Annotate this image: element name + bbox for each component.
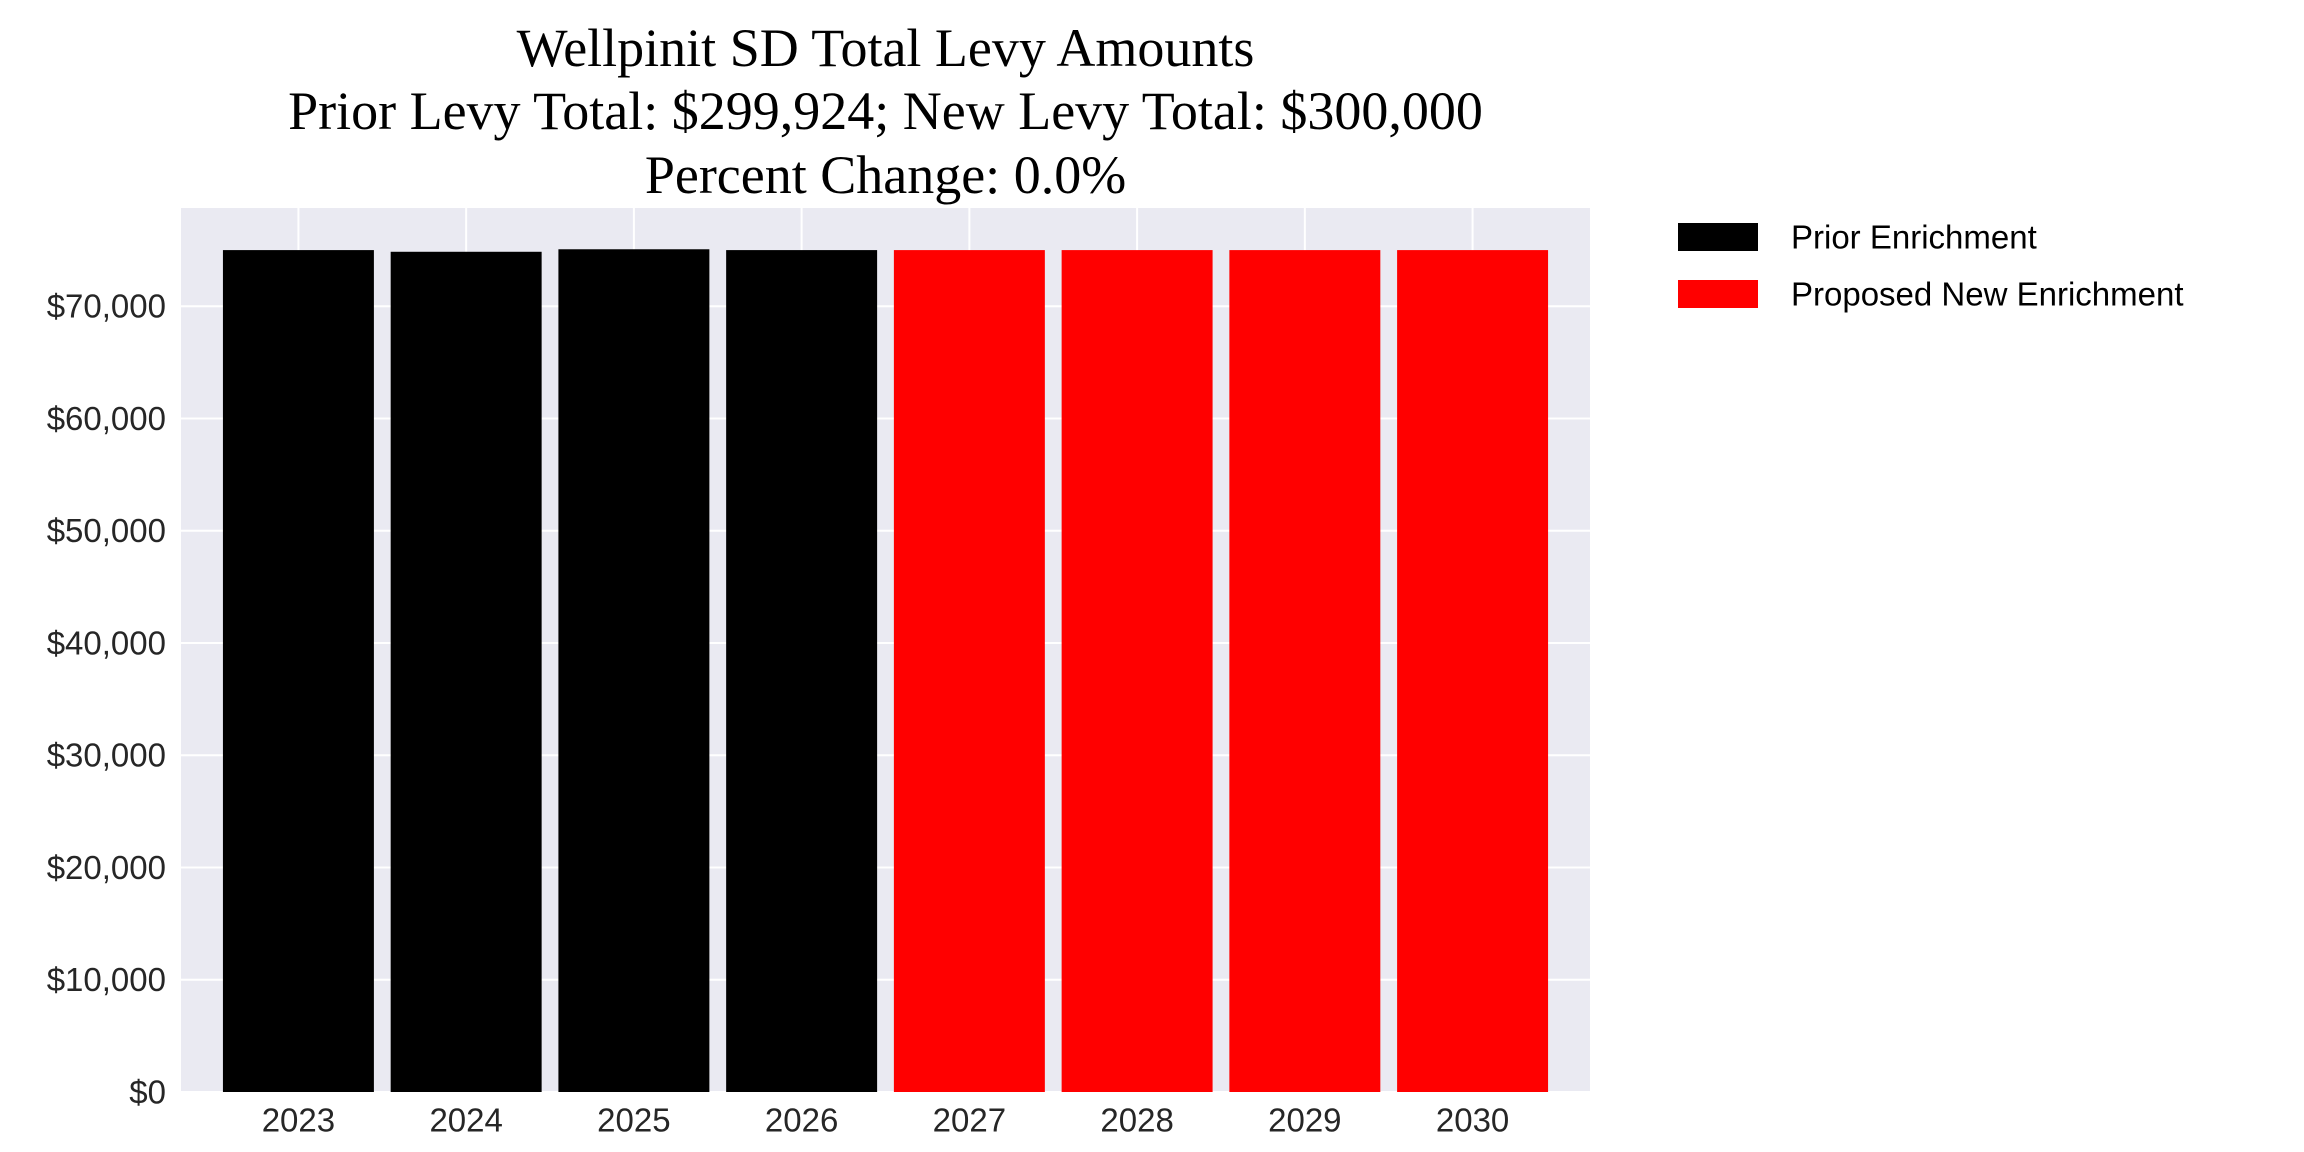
bar-2024 (390, 251, 542, 1092)
bar-2027 (893, 250, 1045, 1093)
legend-label-1: Prior Enrichment (1791, 219, 2037, 256)
bar-2030 (1397, 250, 1549, 1093)
bar-2026 (726, 250, 878, 1093)
legend: Prior Enrichment Proposed New Enrichment (1678, 219, 2184, 313)
y-tick-label: $20,000 (47, 849, 166, 886)
y-tick-label: $50,000 (47, 512, 166, 549)
x-tick-label: 2027 (933, 1102, 1006, 1139)
x-tick-label: 2025 (597, 1102, 670, 1139)
y-tick-label: $10,000 (47, 961, 166, 998)
x-tick-label: 2024 (429, 1102, 502, 1139)
bars (222, 249, 1549, 1093)
x-tick-label: 2023 (262, 1102, 335, 1139)
title-line-3: Percent Change: 0.0% (645, 145, 1126, 205)
bar-2025 (558, 249, 710, 1093)
x-tick-label: 2026 (765, 1102, 838, 1139)
x-tick-label: 2030 (1436, 1102, 1509, 1139)
bar-2029 (1229, 250, 1381, 1093)
title-line-1: Wellpinit SD Total Levy Amounts (517, 18, 1255, 78)
y-tick-label: $60,000 (47, 400, 166, 437)
bar-2023 (222, 250, 374, 1093)
x-tick-label: 2029 (1268, 1102, 1341, 1139)
bar-2028 (1061, 250, 1213, 1093)
legend-swatch-1 (1678, 223, 1758, 251)
y-tick-label: $40,000 (47, 624, 166, 661)
legend-label-2: Proposed New Enrichment (1791, 276, 2184, 313)
y-tick-label: $70,000 (47, 288, 166, 325)
x-axis-ticks: 2023 2024 2025 2026 2027 2028 2029 2030 (262, 1102, 1510, 1139)
x-tick-label: 2028 (1100, 1102, 1173, 1139)
y-tick-label: $0 (129, 1074, 166, 1111)
title-line-2: Prior Levy Total: $299,924; New Levy Tot… (288, 81, 1483, 141)
legend-swatch-2 (1678, 280, 1758, 308)
y-tick-label: $30,000 (47, 737, 166, 774)
y-axis-ticks: $0 $10,000 $20,000 $30,000 $40,000 $50,000 $60… (47, 288, 166, 1111)
